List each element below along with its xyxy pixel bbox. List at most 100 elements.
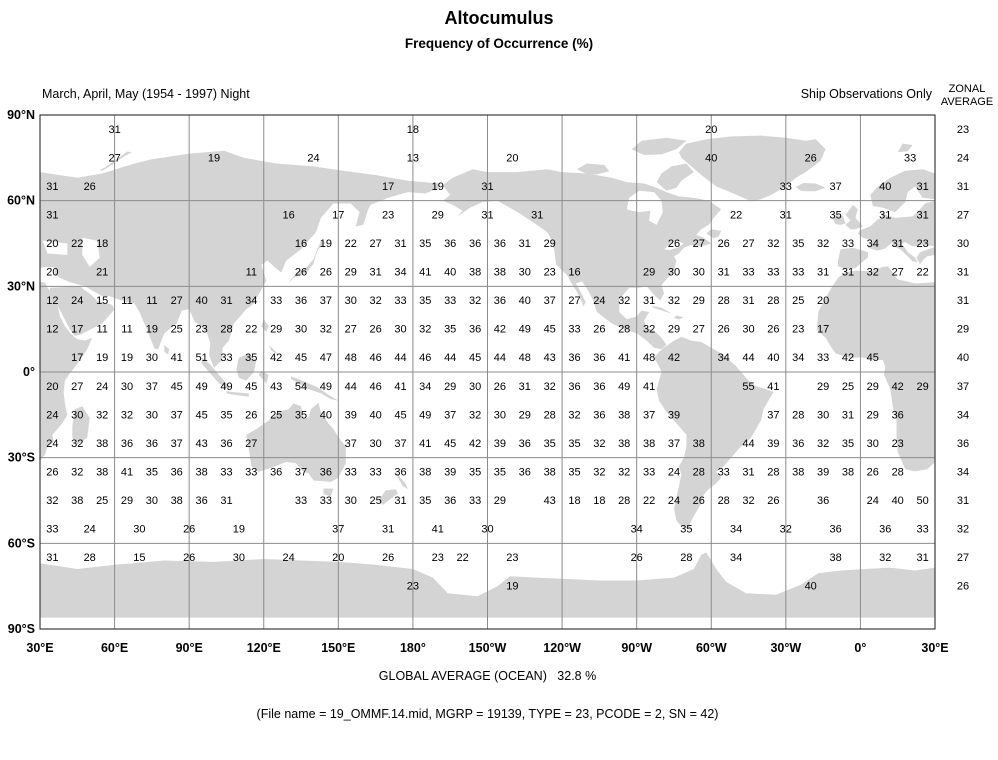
grid-value: 37 [320, 295, 332, 307]
grid-value: 32 [544, 381, 556, 393]
grid-value: 23 [195, 324, 207, 336]
grid-value: 20 [332, 552, 344, 564]
file-info-label: (File name = 19_OMMF.14.mid, MGRP = 1913… [256, 707, 719, 721]
grid-value: 37 [171, 409, 183, 421]
grid-value: 36 [519, 438, 531, 450]
grid-value: 48 [519, 352, 531, 364]
grid-value: 29 [668, 324, 680, 336]
period-label: March, April, May (1954 - 1997) Night [42, 87, 250, 101]
grid-value: 49 [320, 381, 332, 393]
landmass-shape [201, 357, 229, 390]
grid-value: 44 [444, 352, 456, 364]
landmass-shape [288, 241, 326, 284]
grid-value: 16 [568, 267, 580, 279]
grid-value: 32 [369, 295, 381, 307]
grid-value: 12 [46, 295, 58, 307]
grid-value: 29 [643, 267, 655, 279]
grid-value: 23 [916, 238, 928, 250]
grid-value: 13 [407, 152, 419, 164]
grid-value: 38 [171, 495, 183, 507]
grid-value: 44 [742, 352, 754, 364]
grid-value: 33 [742, 267, 754, 279]
zonal-average-value: 31 [957, 295, 969, 307]
grid-value: 40 [705, 152, 717, 164]
grid-value: 29 [270, 324, 282, 336]
grid-value: 41 [394, 381, 406, 393]
grid-value: 33 [270, 295, 282, 307]
lat-tick-label: 90°S [8, 622, 35, 636]
grid-value: 26 [320, 267, 332, 279]
grid-value: 20 [46, 267, 58, 279]
grid-value: 54 [295, 381, 307, 393]
grid-value: 30 [146, 409, 158, 421]
grid-value: 19 [506, 581, 518, 593]
landmass-shape [706, 229, 722, 239]
grid-value: 19 [233, 524, 245, 536]
grid-value: 40 [767, 352, 779, 364]
grid-value: 26 [245, 409, 257, 421]
global-average-label: GLOBAL AVERAGE (OCEAN) 32.8 % [378, 669, 597, 683]
landmass-shape [442, 169, 722, 350]
landmass-shape [674, 315, 684, 320]
landmass-shape [857, 200, 935, 251]
grid-value: 35 [146, 466, 158, 478]
grid-value: 28 [618, 324, 630, 336]
grid-value: 25 [171, 324, 183, 336]
grid-value: 38 [419, 466, 431, 478]
grid-value: 39 [494, 438, 506, 450]
grid-value: 18 [96, 238, 108, 250]
grid-value: 31 [531, 209, 543, 221]
grid-value: 29 [444, 381, 456, 393]
grid-value: 28 [693, 466, 705, 478]
grid-value: 20 [506, 152, 518, 164]
grid-value: 42 [842, 352, 854, 364]
grid-value: 31 [817, 267, 829, 279]
zonal-average-value: 32 [957, 524, 969, 536]
grid-value: 43 [544, 495, 556, 507]
grid-value: 46 [369, 381, 381, 393]
grid-value: 34 [631, 524, 643, 536]
grid-value: 41 [171, 352, 183, 364]
grid-value: 47 [320, 352, 332, 364]
grid-value: 41 [419, 267, 431, 279]
grid-value: 23 [506, 552, 518, 564]
zonal-average-header-line2: AVERAGE [940, 96, 994, 108]
grid-value: 24 [46, 409, 58, 421]
grid-value: 26 [767, 495, 779, 507]
grid-value: 22 [345, 238, 357, 250]
grid-value: 31 [742, 466, 754, 478]
grid-value: 39 [345, 409, 357, 421]
lon-tick-label: 0° [854, 641, 866, 655]
grid-value: 28 [718, 295, 730, 307]
landmass-shape [795, 183, 826, 192]
grid-value: 19 [320, 238, 332, 250]
grid-value: 43 [195, 438, 207, 450]
grid-value: 31 [742, 295, 754, 307]
grid-value: 45 [295, 352, 307, 364]
grid-value: 35 [419, 495, 431, 507]
grid-value: 29 [494, 495, 506, 507]
grid-value: 31 [46, 181, 58, 193]
grid-value: 31 [842, 267, 854, 279]
grid-value: 31 [916, 209, 928, 221]
grid-value: 29 [867, 409, 879, 421]
grid-value: 40 [444, 267, 456, 279]
grid-value: 17 [71, 324, 83, 336]
page-subtitle: Frequency of Occurrence (%) [404, 36, 594, 51]
grid-value: 20 [817, 295, 829, 307]
grid-value: 22 [456, 552, 468, 564]
grid-value: 29 [916, 381, 928, 393]
grid-value: 33 [904, 152, 916, 164]
grid-value: 23 [382, 209, 394, 221]
grid-value: 39 [668, 409, 680, 421]
grid-value: 32 [618, 295, 630, 307]
grid-value: 29 [817, 381, 829, 393]
grid-value: 38 [195, 466, 207, 478]
grid-value: 39 [444, 466, 456, 478]
grid-value: 17 [71, 352, 83, 364]
grid-value: 24 [668, 466, 680, 478]
lon-tick-label: 120°W [543, 641, 581, 655]
zonal-average-value: 31 [957, 495, 969, 507]
source-label: Ship Observations Only [800, 87, 932, 101]
landmass-shape [49, 286, 115, 336]
